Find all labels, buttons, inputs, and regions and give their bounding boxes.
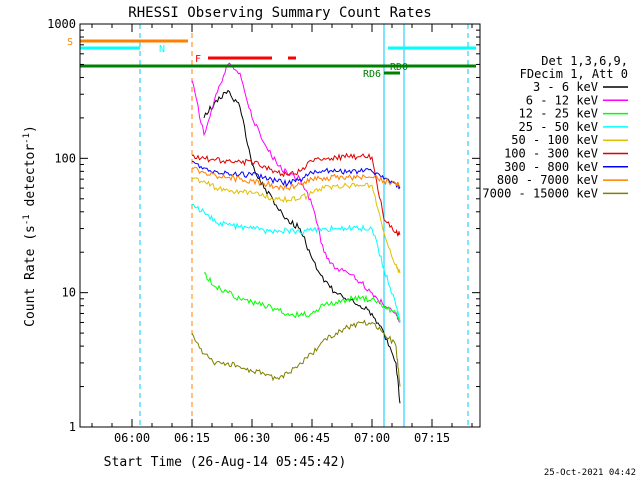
x-tick-label-0: 06:00 (114, 431, 150, 445)
chart-title: RHESSI Observing Summary Count Rates (128, 5, 431, 21)
series-line-0 (203, 89, 401, 404)
x-tick-label-1: 06:15 (174, 431, 210, 445)
series-line-4 (191, 177, 401, 274)
series-line-8 (191, 319, 401, 387)
legend-label-0: 3 - 6 keV (533, 80, 598, 94)
y-axis-label-main: Count Rate (s (23, 225, 38, 327)
flag-bars: S N F RD0 RD6 (67, 37, 476, 80)
plot-frame (79, 23, 481, 428)
x-tick-label-5: 07:15 (414, 431, 450, 445)
series-line-2 (203, 272, 401, 323)
series-line-6 (191, 160, 401, 190)
legend-header-0: Det 1,3,6,9, (541, 54, 628, 68)
y-tick-label-3: 1000 (47, 17, 76, 31)
y-axis-label-mid: detector (23, 144, 38, 215)
flag-label-RD0: RD0 (390, 62, 408, 73)
y-axis-label-sup2: -1 (22, 133, 32, 144)
y-axis-label-sup1: -1 (22, 214, 32, 225)
y-axis-label-end: ) (23, 125, 38, 133)
series-lines (191, 62, 401, 404)
series-line-5 (191, 152, 401, 238)
y-axis: 1 10 100 1000 (47, 17, 480, 434)
x-tick-label-3: 06:45 (294, 431, 330, 445)
vertical-markers (139, 24, 469, 427)
legend-label-5: 100 - 300 keV (504, 147, 598, 161)
legend-label-8: 7000 - 15000 keV (482, 186, 598, 200)
y-tick-label-1: 10 (62, 286, 76, 300)
x-axis: 06:00 06:15 06:30 06:45 07:00 07:15 (91, 24, 473, 445)
y-tick-label-2: 100 (54, 151, 76, 165)
legend-label-4: 50 - 100 keV (511, 133, 598, 147)
x-tick-label-4: 07:00 (354, 431, 390, 445)
x-tick-label-2: 06:30 (234, 431, 270, 445)
legend-label-6: 300 - 800 keV (504, 160, 598, 174)
x-axis-label: Start Time (26-Aug-14 05:45:42) (104, 455, 347, 470)
legend-header-1: FDecim 1, Att 0 (520, 67, 628, 81)
y-tick-label-0: 1 (69, 420, 76, 434)
legend-label-2: 12 - 25 keV (519, 107, 598, 121)
legend-label-7: 800 - 7000 keV (497, 173, 598, 187)
series-line-7 (191, 166, 401, 192)
flag-label-N: N (159, 44, 165, 55)
flag-label-RD6: RD6 (363, 69, 381, 80)
flag-label-S: S (67, 37, 73, 48)
y-axis-label: Count Rate (s-1 detector-1) (22, 125, 38, 327)
legend-label-1: 6 - 12 keV (526, 93, 598, 107)
legend-label-3: 25 - 50 keV (519, 120, 598, 134)
flag-label-F: F (195, 54, 201, 65)
credit-timestamp: 25-Oct-2021 04:42 (544, 468, 636, 478)
series-line-3 (191, 203, 401, 323)
